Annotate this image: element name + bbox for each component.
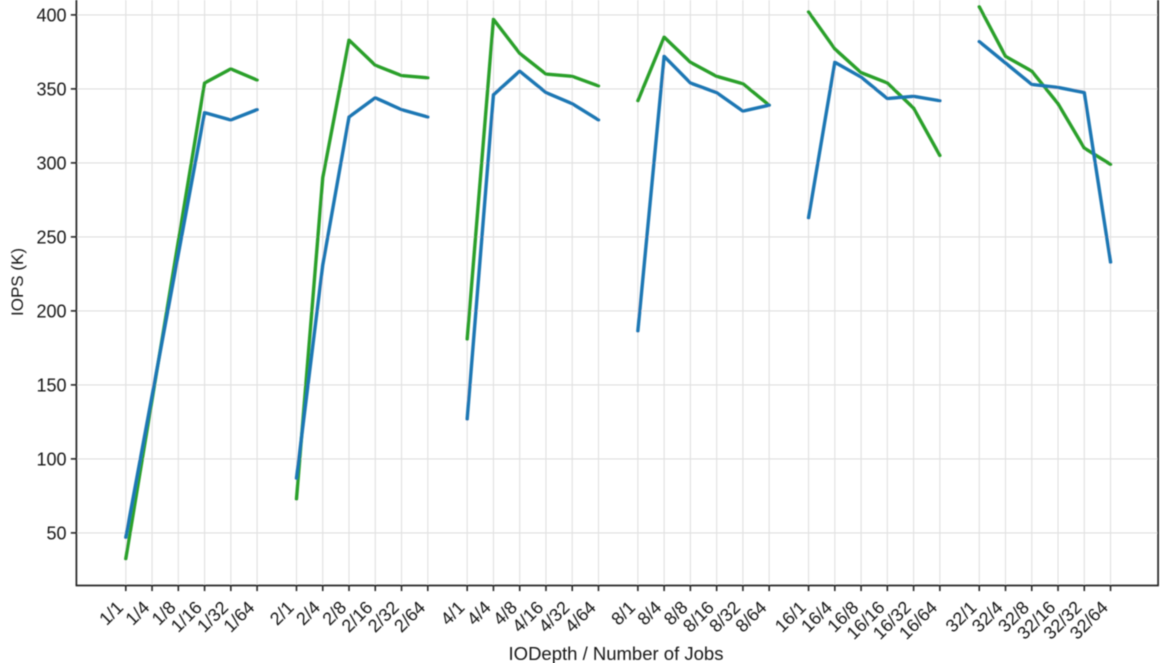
svg-text:300: 300 <box>36 153 66 173</box>
svg-text:100: 100 <box>36 449 66 469</box>
svg-text:250: 250 <box>36 227 66 247</box>
svg-text:IOPS (K): IOPS (K) <box>8 248 27 316</box>
svg-text:200: 200 <box>36 301 66 321</box>
svg-text:IODepth / Number of Jobs: IODepth / Number of Jobs <box>509 643 724 663</box>
svg-text:50: 50 <box>46 523 66 543</box>
svg-text:150: 150 <box>36 375 66 395</box>
svg-text:350: 350 <box>36 79 66 99</box>
svg-text:400: 400 <box>36 5 66 25</box>
